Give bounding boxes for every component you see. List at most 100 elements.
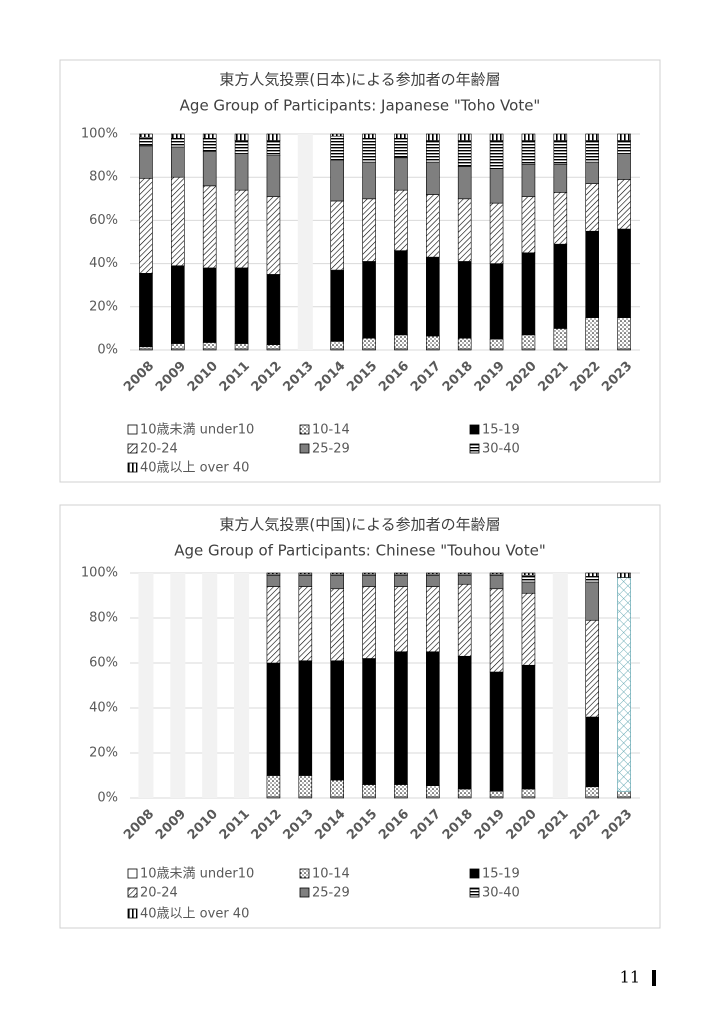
bar-segment — [202, 150, 217, 187]
bar-segment — [426, 140, 440, 163]
page-marker — [652, 970, 656, 986]
bar-segment — [521, 664, 536, 790]
bar-segment — [202, 185, 217, 269]
bar-segment — [234, 140, 249, 154]
chart-subtitle: Age Group of Participants: Japanese "Toh… — [180, 97, 541, 115]
x-tick-label: 2010 — [185, 807, 221, 843]
bar-segment — [521, 196, 536, 254]
x-tick-label: 2011 — [217, 807, 253, 843]
bar-segment — [394, 651, 408, 785]
bar-segment — [394, 574, 408, 587]
bar-segment — [489, 338, 504, 350]
bar-segment — [139, 136, 153, 147]
legend-label: 15-19 — [482, 423, 520, 438]
bar-segment — [521, 574, 536, 583]
bar-segment — [617, 572, 631, 578]
legend-label: 30-40 — [482, 442, 520, 457]
bar-segment — [362, 586, 376, 659]
bar-segment — [202, 342, 217, 350]
x-tick-label: 2022 — [567, 807, 603, 843]
bar-segment — [202, 133, 217, 139]
x-tick-label: 2019 — [472, 807, 508, 843]
bar-segment — [585, 619, 599, 718]
x-tick-label: 2010 — [185, 359, 221, 395]
y-tick-label: 0% — [97, 791, 118, 806]
no-data-bar — [297, 134, 313, 350]
bar-segment — [489, 263, 504, 340]
bar-segment — [394, 250, 408, 336]
bar-segment — [394, 189, 408, 251]
bar-segment — [457, 337, 472, 350]
bar-segment — [266, 662, 281, 776]
bar-segment — [617, 140, 631, 154]
x-tick-label: 2016 — [376, 359, 412, 395]
bar-segment — [585, 576, 599, 583]
bar-segment — [362, 658, 376, 785]
y-tick-label: 100% — [81, 566, 118, 581]
legend-swatch — [469, 887, 480, 898]
bar-segment — [394, 334, 408, 350]
bar-segment — [330, 269, 344, 342]
legend-swatch — [299, 868, 310, 879]
bar-segment — [585, 133, 599, 141]
bar-segment — [266, 574, 281, 587]
bar-segment — [553, 133, 568, 141]
x-tick-label: 2013 — [280, 807, 316, 843]
legend-swatch — [127, 424, 138, 435]
bar-segment — [426, 572, 440, 575]
bar-segment — [489, 671, 504, 792]
bar-segment — [330, 574, 344, 590]
legend-label: 30-40 — [482, 886, 520, 901]
legend-label: 10-14 — [312, 423, 350, 438]
bar-segment — [171, 138, 185, 148]
bar-segment — [234, 267, 249, 344]
bar-segment — [139, 145, 153, 179]
bar-segment — [585, 140, 599, 163]
bar-segment — [362, 572, 376, 575]
bar-segment — [617, 577, 631, 792]
x-tick-label: 2020 — [504, 807, 540, 843]
bar-segment — [266, 133, 281, 141]
bar-segment — [234, 133, 249, 141]
bar-segment — [457, 574, 472, 585]
legend-label: 40歳以上 over 40 — [140, 907, 249, 922]
x-tick-label: 2016 — [376, 807, 412, 843]
bar-segment — [457, 140, 472, 167]
bar-segment — [266, 344, 281, 350]
bar-segment — [139, 273, 153, 348]
x-tick-label: 2017 — [408, 359, 444, 395]
bar-segment — [362, 337, 376, 350]
x-tick-label: 2023 — [599, 807, 635, 843]
page-number: 11 — [620, 968, 640, 987]
legend-swatch — [469, 868, 480, 879]
bar-segment — [426, 133, 440, 141]
bar-segment — [521, 133, 536, 141]
bar-segment — [617, 179, 631, 230]
y-tick-label: 60% — [89, 213, 118, 228]
bar-segment — [202, 267, 217, 343]
bar-segment — [394, 133, 408, 139]
bar-segment — [457, 655, 472, 790]
bar-segment — [362, 198, 376, 262]
y-tick-label: 40% — [89, 701, 118, 716]
x-tick-label: 2009 — [153, 807, 189, 843]
bar-segment — [585, 230, 599, 318]
bar-segment — [585, 161, 599, 184]
bar-segment — [553, 243, 568, 329]
chart-frame — [59, 504, 661, 929]
chart-subtitle: Age Group of Participants: Chinese "Touh… — [174, 542, 546, 560]
bar-segment — [266, 775, 281, 798]
legend-swatch — [127, 887, 138, 898]
legend-swatch — [127, 462, 138, 473]
bar-segment — [362, 133, 376, 139]
bar-segment — [362, 138, 376, 163]
bar-segment — [426, 586, 440, 653]
no-data-bar — [202, 573, 218, 798]
bar-segment — [298, 775, 313, 798]
x-tick-label: 2019 — [472, 359, 508, 395]
legend-label: 20-24 — [140, 442, 178, 457]
bar-segment — [394, 157, 408, 191]
bar-segment — [426, 256, 440, 337]
bar-segment — [171, 265, 185, 344]
